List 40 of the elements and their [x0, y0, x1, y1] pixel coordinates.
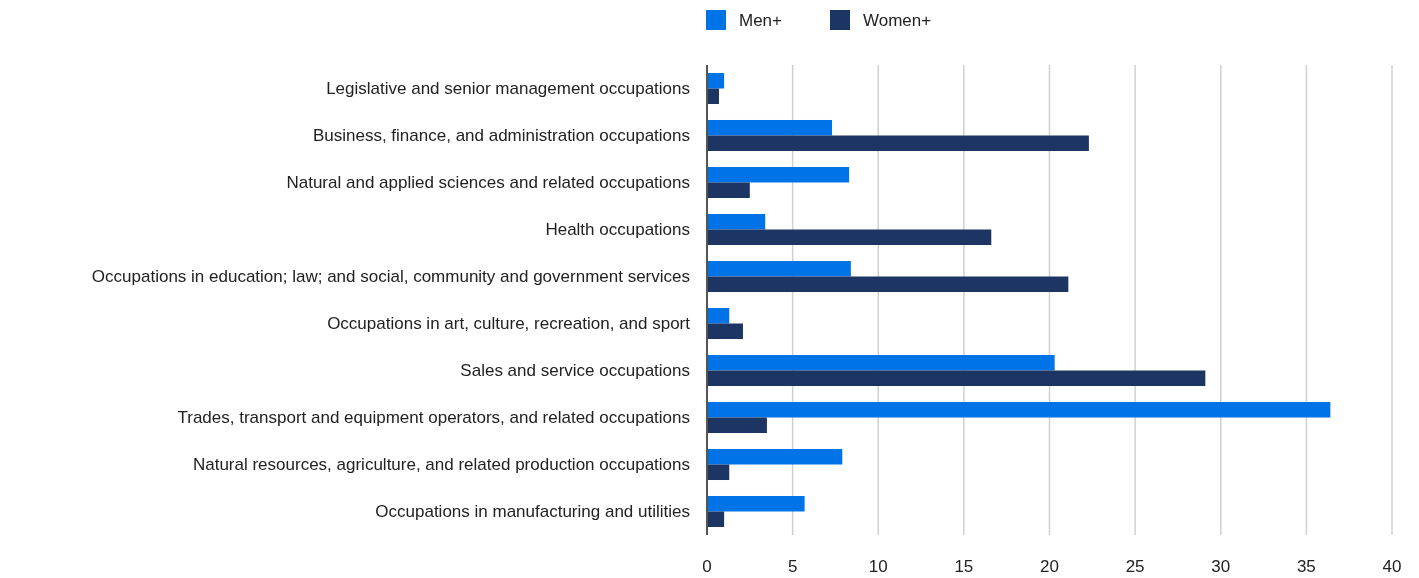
legend-label: Women+	[863, 10, 932, 30]
bar	[707, 495, 805, 512]
bar	[707, 401, 1331, 418]
x-tick-label: 35	[1296, 557, 1316, 576]
bar	[707, 135, 1089, 152]
y-tick-label: Legislative and senior management occupations	[326, 79, 690, 99]
y-tick-label: Occupations in manufacturing and utilities	[375, 502, 690, 522]
bar	[707, 72, 725, 89]
bar	[707, 229, 992, 246]
bar	[707, 370, 1206, 387]
bar	[707, 260, 851, 277]
y-tick-label: Natural resources, agriculture, and related production occupations	[192, 455, 690, 475]
y-tick-label: Trades, transport and equipment operators, and related occupations	[177, 408, 690, 428]
bar	[707, 448, 843, 465]
x-tick-label: 10	[868, 557, 888, 576]
legend-label: Men+	[739, 10, 783, 30]
bar	[707, 323, 743, 340]
bar	[707, 166, 850, 183]
y-tick-label: Natural and applied sciences and related occupations	[286, 173, 690, 193]
bar	[707, 182, 750, 199]
bar	[707, 276, 1069, 293]
x-tick-label: 20	[1040, 557, 1059, 576]
y-tick-label: Occupations in education; law; and social, community and government services	[91, 267, 690, 287]
x-tick-label: 5	[787, 557, 798, 576]
bar	[707, 354, 1055, 371]
y-tick-label: Occupations in art, culture, recreation, and sport	[327, 314, 691, 334]
bar	[707, 307, 730, 324]
x-tick-label: 40	[1382, 557, 1402, 576]
x-tick-label: 25	[1125, 557, 1145, 576]
bar	[707, 213, 766, 230]
bar	[707, 464, 730, 481]
x-tick-label: 30	[1211, 557, 1231, 576]
bar	[707, 119, 833, 136]
x-tick-label: 0	[702, 557, 712, 576]
y-tick-label: Health occupations	[545, 220, 690, 240]
y-tick-label: Sales and service occupations	[460, 361, 690, 381]
x-tick-label: 15	[954, 557, 974, 576]
bar	[707, 417, 767, 434]
bar	[707, 511, 725, 528]
y-tick-label: Business, finance, and administration occupations	[312, 126, 690, 146]
